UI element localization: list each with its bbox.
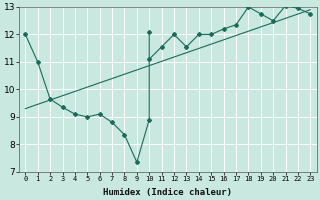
X-axis label: Humidex (Indice chaleur): Humidex (Indice chaleur) xyxy=(103,188,232,197)
